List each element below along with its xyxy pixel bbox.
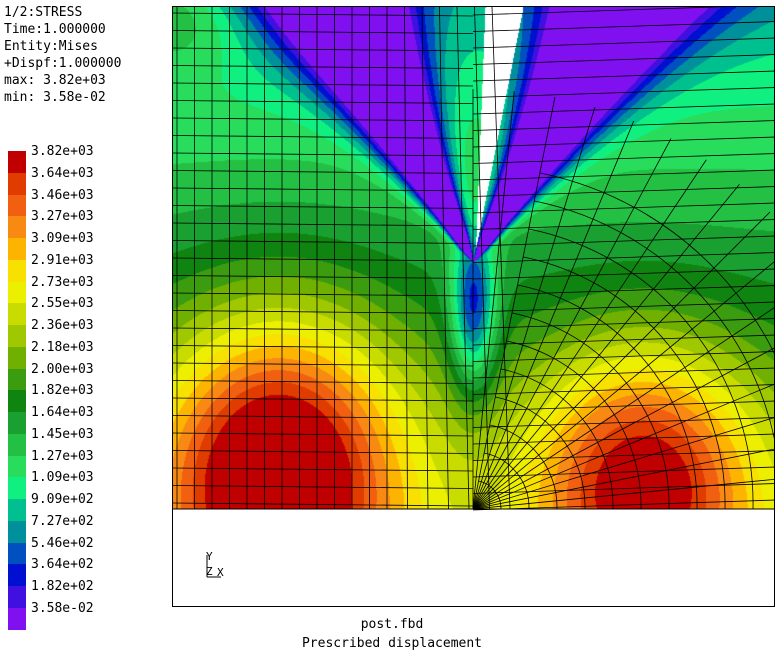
legend-swatch bbox=[8, 477, 26, 499]
legend-value: 1.64e+03 bbox=[31, 405, 94, 420]
legend-value: 3.82e+03 bbox=[31, 144, 94, 159]
legend-value: 1.27e+03 bbox=[31, 448, 94, 464]
legend-value: 2.55e+03 bbox=[31, 296, 94, 312]
legend-value: 2.36e+03 bbox=[31, 318, 94, 333]
legend-value: 2.18e+03 bbox=[31, 339, 94, 355]
legend-swatch bbox=[8, 520, 26, 543]
coordinate-triad: Y Z X bbox=[199, 547, 239, 587]
legend-swatch bbox=[8, 216, 26, 238]
legend-value: 1.82e+03 bbox=[31, 383, 94, 399]
header-line: min: 3.58e-02 bbox=[4, 90, 106, 105]
header-line: 1/2:STRESS bbox=[4, 5, 83, 20]
header-line: Time:1.000000 bbox=[4, 22, 106, 37]
legend-swatch bbox=[8, 151, 26, 173]
legend-swatch bbox=[8, 368, 26, 391]
legend-value: 5.46e+02 bbox=[31, 535, 94, 551]
stress-contour-plot[interactable] bbox=[173, 7, 775, 607]
legend-swatch bbox=[8, 412, 26, 434]
legend-value: 3.64e+03 bbox=[31, 165, 94, 181]
legend-value: 3.64e+02 bbox=[31, 557, 94, 573]
legend-value: 2.00e+03 bbox=[31, 361, 94, 377]
legend-value: 7.27e+02 bbox=[31, 513, 94, 529]
legend-value: 3.27e+03 bbox=[31, 209, 94, 225]
legend-swatch bbox=[8, 455, 26, 478]
legend-swatch bbox=[8, 303, 26, 325]
axis-z-label: Z bbox=[206, 565, 213, 578]
legend-swatch bbox=[8, 346, 26, 369]
axis-y-label: Y bbox=[206, 550, 213, 563]
legend-swatch bbox=[8, 586, 26, 608]
header-line: max: 3.82e+03 bbox=[4, 73, 106, 88]
legend-value: 9.09e+02 bbox=[31, 492, 94, 507]
header-line: +Dispf:1.000000 bbox=[4, 56, 122, 71]
legend-value: 2.91e+03 bbox=[31, 252, 94, 268]
fe-mesh-viewport[interactable]: Y Z X bbox=[172, 6, 775, 607]
legend-swatch bbox=[8, 564, 26, 586]
result-info-header: 1/2:STRESS Time:1.000000 Entity:Mises +Disp… bbox=[4, 4, 121, 106]
axis-x-label: X bbox=[217, 566, 224, 579]
legend-swatch bbox=[8, 499, 26, 521]
legend-swatch bbox=[8, 194, 26, 217]
legend-swatch bbox=[8, 281, 26, 304]
legend-value: 3.46e+03 bbox=[31, 187, 94, 203]
legend-value: 1.82e+02 bbox=[31, 579, 94, 594]
mesh-lines bbox=[173, 7, 774, 511]
legend-swatch bbox=[8, 172, 26, 195]
legend-swatch bbox=[8, 238, 26, 260]
legend-swatch bbox=[8, 325, 26, 347]
legend-value: 3.09e+03 bbox=[31, 231, 94, 246]
legend-value: 1.09e+03 bbox=[31, 470, 94, 486]
header-line: Entity:Mises bbox=[4, 39, 98, 54]
legend-value: 2.73e+03 bbox=[31, 274, 94, 290]
legend-swatch bbox=[8, 542, 26, 565]
legend-swatch bbox=[8, 390, 26, 412]
legend-swatch bbox=[8, 259, 26, 282]
legend-swatch bbox=[8, 433, 26, 456]
legend-value: 1.45e+03 bbox=[31, 426, 94, 442]
legend-swatch bbox=[8, 607, 26, 630]
footer-filename: post.fbd bbox=[360, 617, 424, 632]
legend-value: 3.58e-02 bbox=[31, 600, 94, 616]
footer-caption: Prescribed displacement bbox=[301, 636, 482, 651]
